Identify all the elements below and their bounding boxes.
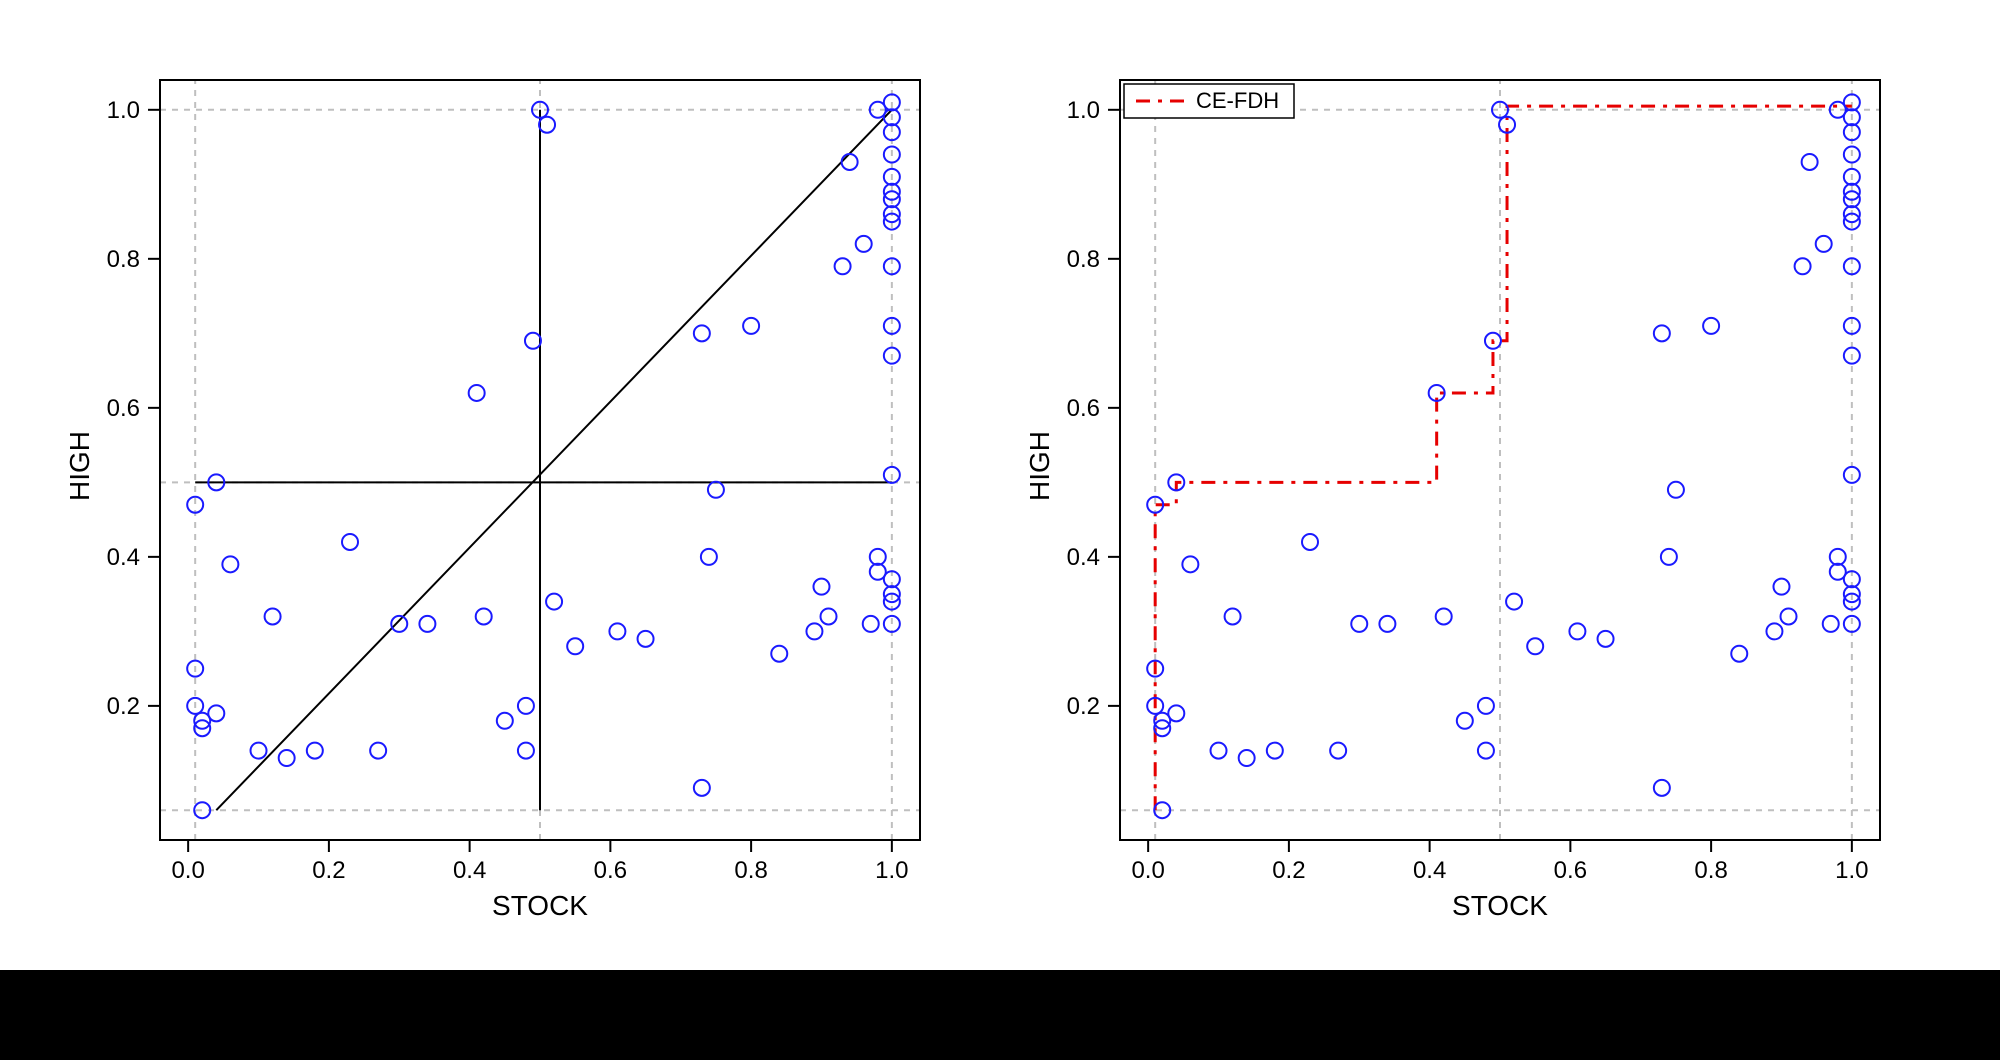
chart-right: 0.0 0.2 0.4 0.6 0.8 1.0 0.2 0.4 0.6 0.8 1.0 CE-FDH bbox=[1000, 60, 1900, 920]
svg-text:0.8: 0.8 bbox=[1694, 857, 1727, 884]
panel-left: HIGH 0.0 0.2 0.4 0.6 0.8 1.0 0.2 0.4 0.6 0.8 1.0 S… bbox=[40, 60, 940, 920]
svg-text:0.4: 0.4 bbox=[1413, 857, 1446, 884]
y-axis-label: HIGH bbox=[1024, 416, 1056, 516]
svg-text:0.4: 0.4 bbox=[453, 857, 486, 884]
svg-text:0.8: 0.8 bbox=[734, 857, 767, 884]
svg-text:0.6: 0.6 bbox=[1067, 395, 1100, 422]
x-axis-label: STOCK bbox=[1120, 890, 1880, 922]
svg-text:0.8: 0.8 bbox=[107, 246, 140, 273]
y-axis-label: HIGH bbox=[64, 416, 96, 516]
svg-text:1.0: 1.0 bbox=[107, 97, 140, 124]
svg-text:0.8: 0.8 bbox=[1067, 246, 1100, 273]
svg-text:0.2: 0.2 bbox=[312, 857, 345, 884]
x-axis-label: STOCK bbox=[160, 890, 920, 922]
page-root: HIGH 0.0 0.2 0.4 0.6 0.8 1.0 0.2 0.4 0.6 0.8 1.0 S… bbox=[0, 0, 2000, 1060]
svg-text:0.4: 0.4 bbox=[107, 544, 140, 571]
svg-text:0.2: 0.2 bbox=[107, 693, 140, 720]
svg-text:0.6: 0.6 bbox=[594, 857, 627, 884]
panels-row: HIGH 0.0 0.2 0.4 0.6 0.8 1.0 0.2 0.4 0.6 0.8 1.0 S… bbox=[0, 0, 2000, 920]
svg-text:0.2: 0.2 bbox=[1067, 693, 1100, 720]
svg-text:0.0: 0.0 bbox=[1131, 857, 1164, 884]
svg-text:0.4: 0.4 bbox=[1067, 544, 1100, 571]
svg-text:0.2: 0.2 bbox=[1272, 857, 1305, 884]
svg-text:1.0: 1.0 bbox=[1835, 857, 1868, 884]
svg-text:1.0: 1.0 bbox=[875, 857, 908, 884]
svg-text:0.6: 0.6 bbox=[107, 395, 140, 422]
panel-right: HIGH 0.0 0.2 0.4 0.6 0.8 1.0 0.2 0.4 0.6 0.8 1.0 CE… bbox=[1000, 60, 1900, 920]
svg-text:CE-FDH: CE-FDH bbox=[1196, 88, 1279, 113]
svg-text:0.0: 0.0 bbox=[171, 857, 204, 884]
footer-bar bbox=[0, 970, 2000, 1060]
svg-text:0.6: 0.6 bbox=[1554, 857, 1587, 884]
chart-left: 0.0 0.2 0.4 0.6 0.8 1.0 0.2 0.4 0.6 0.8 1.0 bbox=[40, 60, 940, 920]
svg-text:1.0: 1.0 bbox=[1067, 97, 1100, 124]
